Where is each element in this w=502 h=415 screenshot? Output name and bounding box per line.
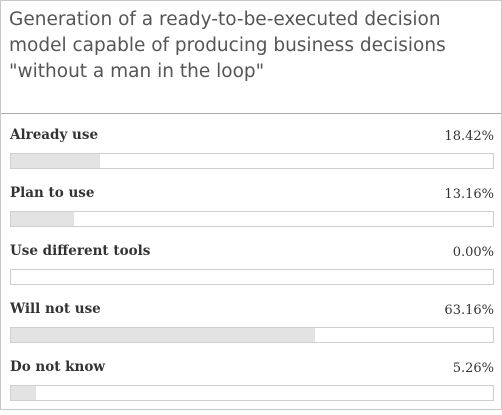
percentage-label: 18.42% (444, 129, 494, 144)
results-list: Already use 18.42% Plan to use 13.16% Use di… (10, 125, 494, 415)
result-row: Will not use 63.16% (10, 299, 494, 357)
result-row: Use different tools 0.00% (10, 241, 494, 299)
bar-track (10, 327, 494, 343)
category-label: Plan to use (10, 185, 95, 201)
percentage-label: 5.26% (452, 361, 494, 376)
title-divider (1, 113, 501, 114)
result-row: Do not know 5.26% (10, 357, 494, 415)
bar-fill (11, 212, 74, 226)
category-label: Use different tools (10, 243, 151, 259)
category-label: Do not know (10, 359, 105, 375)
bar-fill (11, 154, 100, 168)
percentage-label: 13.16% (444, 187, 494, 202)
percentage-label: 63.16% (444, 303, 494, 318)
bar-fill (11, 386, 36, 400)
category-label: Already use (10, 127, 99, 143)
chart-title: Generation of a ready-to-be-executed dec… (9, 9, 446, 82)
bar-track (10, 269, 494, 285)
result-row: Already use 18.42% (10, 125, 494, 183)
bar-fill (11, 328, 315, 342)
result-row: Plan to use 13.16% (10, 183, 494, 241)
percentage-label: 0.00% (452, 245, 494, 260)
bar-track (10, 385, 494, 401)
bar-track (10, 211, 494, 227)
category-label: Will not use (10, 301, 101, 317)
bar-track (10, 153, 494, 169)
